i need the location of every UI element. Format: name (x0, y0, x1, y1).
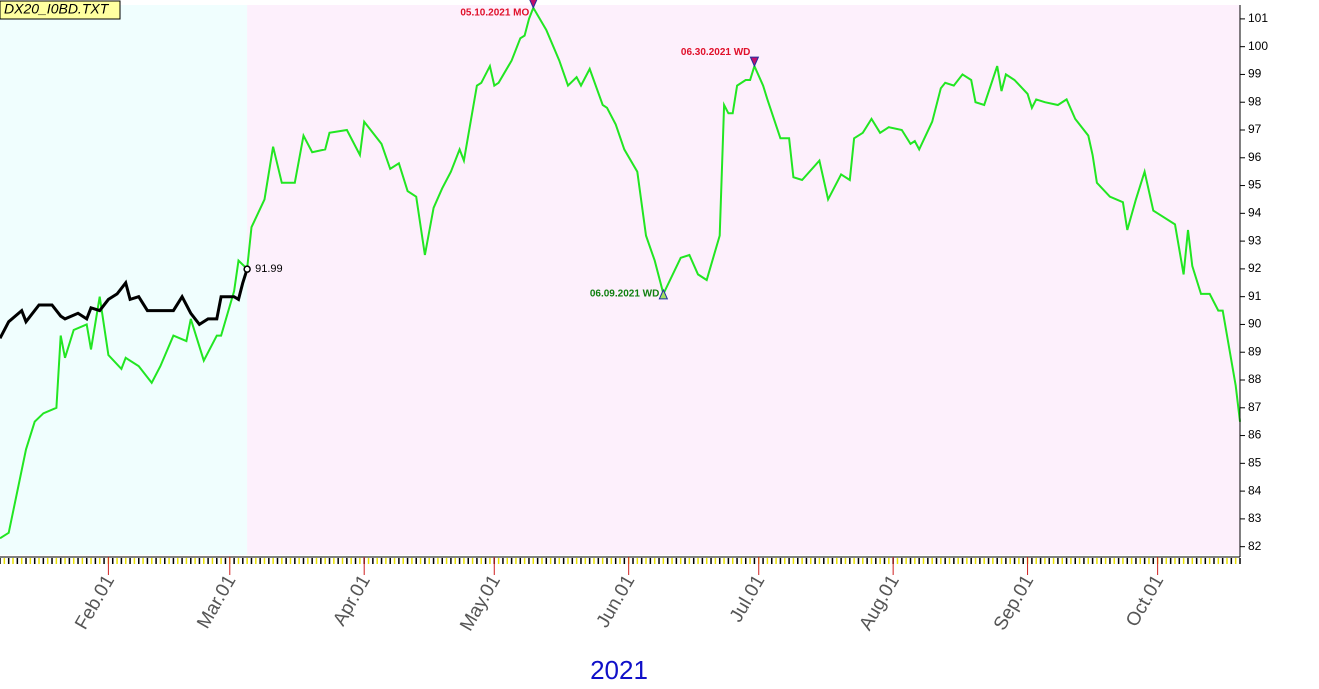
series-line (0, 268, 249, 339)
title-box (0, 0, 121, 20)
y-tick-label: 86 (1248, 428, 1262, 442)
annotation-marker (529, 0, 538, 10)
annotation-marker (658, 288, 669, 300)
y-tick-label: 89 (1248, 344, 1262, 358)
y-tick-label: 93 (1248, 233, 1262, 247)
y-tick-label: 97 (1248, 122, 1262, 136)
y-tick-label: 99 (1248, 67, 1262, 81)
y-tick-label: 95 (1248, 178, 1262, 192)
y-tick-label: 83 (1248, 511, 1262, 525)
plot-background (0, 5, 1240, 555)
plot: 91.99 05.10.2021 MO 06.30.2021 WD 06.09.202… (0, 0, 1241, 540)
background-region (247, 5, 1240, 555)
y-tick-label: 85 (1248, 456, 1262, 470)
year-label: 2021 (590, 655, 648, 685)
y-tick-label: 100 (1248, 39, 1268, 53)
end-value-label: 91.99 (255, 263, 283, 275)
annotation-label: 06.09.2021 WD (590, 289, 660, 300)
end-point (243, 265, 251, 273)
y-tick-label: 94 (1248, 206, 1262, 220)
y-tick-label: 82 (1248, 539, 1262, 553)
background-region (0, 5, 248, 555)
y-tick-label: 96 (1248, 150, 1262, 164)
y-tick-label: 98 (1248, 94, 1262, 108)
y-tick-label: 88 (1248, 372, 1262, 386)
y-tick-label: 87 (1248, 400, 1262, 414)
chart-title: DX20_I0BD.TXT (4, 1, 110, 17)
annotation-label: 05.10.2021 MO (460, 8, 529, 19)
annotation-label: 06.30.2021 WD (681, 47, 751, 58)
y-tick-label: 101 (1248, 11, 1268, 25)
annotation-marker (749, 56, 760, 68)
y-tick-label: 91 (1248, 289, 1262, 303)
y-tick-label: 92 (1248, 261, 1262, 275)
y-tick-label: 84 (1248, 483, 1262, 497)
series-line (0, 5, 1241, 540)
y-tick-label: 90 (1248, 317, 1262, 331)
